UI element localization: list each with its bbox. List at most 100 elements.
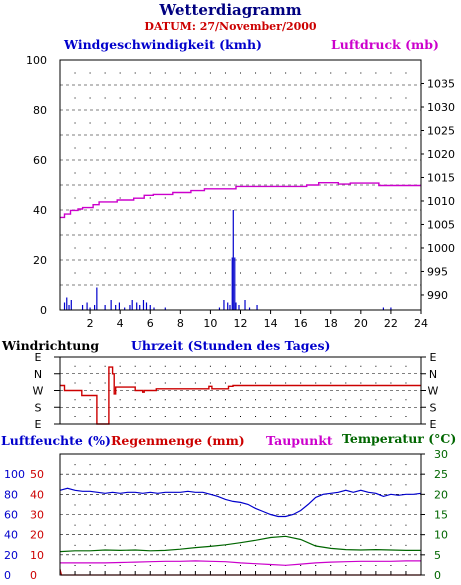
grid-dot [270,504,272,506]
grid-dot [375,382,377,384]
grid-dot [375,484,377,486]
grid-dot [134,382,136,384]
grid-dot [375,544,377,546]
grid-dot [194,247,196,249]
grid-dot [179,464,181,466]
grid-dot [149,197,151,199]
grid-dot [330,464,332,466]
direction-label-right: E [430,351,437,364]
grid-dot [330,544,332,546]
grid-dot [224,272,226,274]
plot-frame-bottom [59,453,422,576]
grid-dot [164,544,166,546]
direction-label-right: N [429,368,437,381]
grid-dot [89,524,91,526]
grid-dot [119,399,121,401]
grid-dot [104,464,106,466]
grid-dot [194,464,196,466]
grid-dot [89,197,91,199]
grid-dot [345,272,347,274]
grid-dot [119,197,121,199]
grid-dot [164,504,166,506]
grid-dot [390,197,392,199]
grid-dot [89,565,91,566]
x-tick-label: 12 [234,317,248,330]
grid-dot [224,565,226,566]
grid-dot [209,524,211,526]
grid-dot [119,565,121,566]
temperature-tick-label: 15 [434,509,448,522]
grid-dot [74,504,76,506]
grid-dot [375,565,377,566]
grid-dot [119,122,121,124]
grid-dot [390,147,392,149]
grid-dot [300,484,302,486]
wind-direction-line [60,366,421,425]
grid-dot [405,122,407,124]
humidity-tick-label: 0 [4,569,11,582]
grid-dot [134,484,136,486]
grid-dot [330,72,332,74]
grid-dot [300,565,302,566]
grid-dot [149,365,151,367]
grid-dot [255,172,257,174]
grid-dot [255,464,257,466]
temperature-tick-label: 0 [434,569,441,582]
grid-dot [104,222,106,224]
grid-dot [360,272,362,274]
grid-dot [315,147,317,149]
grid-dot [89,172,91,174]
grid-dot [240,247,241,249]
grid-dot [164,197,166,199]
grid-dot [345,222,347,224]
y-tick-label-right: 990 [427,289,448,302]
grid-dot [104,399,106,401]
grid-dot [209,484,211,486]
grid-dot [194,524,196,526]
grid-dot [255,544,257,546]
grid-dot [330,524,332,526]
grid-dot [179,72,181,74]
grid-dot [405,416,407,417]
grid-dot [119,222,121,224]
grid-dot [194,72,196,74]
grid-dot [209,365,211,367]
grid-dot [224,172,226,174]
grid-dot [194,122,196,124]
grid-dot [164,565,166,566]
y-tick-label-left: 60 [33,154,47,167]
grid-dot [360,122,362,124]
pressure-line [60,182,421,219]
grid-dot [345,524,347,526]
grid-dot [315,122,317,124]
grid-dot [149,72,151,74]
grid-dot [164,524,166,526]
grid-dot [149,464,151,466]
grid-dot [74,72,76,74]
grid-dot [330,272,332,274]
humidity-tick-label: 20 [4,549,18,562]
grid-dot [375,504,377,506]
grid-dot [134,72,136,74]
grid-dot [224,122,226,124]
grid-dot [300,172,302,174]
grid-dot [405,147,407,149]
grid-dot [285,122,287,124]
grid-dot [240,272,241,274]
grid-dot [119,484,121,486]
grid-dot [74,272,76,274]
grid-dot [300,147,302,149]
grid-dot [360,565,362,566]
grid-dot [360,72,362,74]
plot-frame-middle [59,356,422,425]
humidity-tick-label: 40 [4,529,18,542]
grid-dot [330,147,332,149]
grid-dot [315,565,317,566]
y-tick-label-left: 100 [26,54,47,67]
grid-dot [240,565,241,566]
grid-dot [285,504,287,506]
grid-dot [104,484,106,486]
grid-dot [240,72,241,74]
direction-label-left: E [35,418,42,431]
grid-dot [224,484,226,486]
